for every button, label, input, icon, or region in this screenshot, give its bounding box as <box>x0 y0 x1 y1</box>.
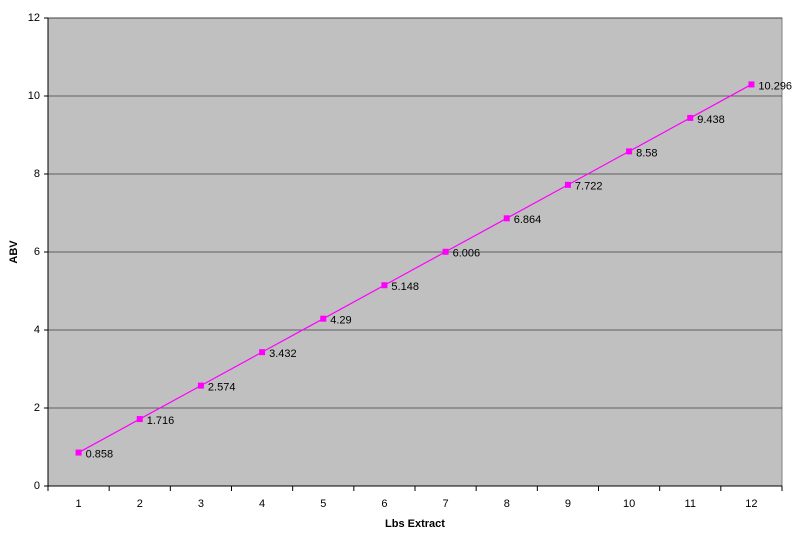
x-tick-label: 8 <box>504 498 510 510</box>
data-point <box>320 315 327 322</box>
x-tick-label: 11 <box>685 498 696 510</box>
x-tick-label: 5 <box>320 498 326 510</box>
data-label: 0.858 <box>86 448 114 460</box>
y-tick-label: 2 <box>34 402 40 414</box>
x-tick-label: 10 <box>623 498 635 510</box>
data-label: 2.574 <box>208 382 236 394</box>
data-point <box>687 114 694 121</box>
data-label: 5.148 <box>391 281 419 293</box>
data-label: 8.58 <box>636 147 657 159</box>
x-tick-label: 1 <box>76 498 82 510</box>
data-label: 6.006 <box>453 248 481 260</box>
y-tick-label: 4 <box>34 324 40 336</box>
data-point <box>197 382 204 389</box>
x-tick-label: 6 <box>381 498 387 510</box>
data-label: 9.438 <box>697 114 725 126</box>
x-tick-label: 4 <box>259 498 265 510</box>
x-tick-label: 2 <box>137 498 143 510</box>
x-tick-label: 3 <box>198 498 204 510</box>
data-point <box>442 248 449 255</box>
data-label: 4.29 <box>330 315 351 327</box>
y-tick-label: 6 <box>34 246 40 258</box>
x-tick-label: 9 <box>565 498 571 510</box>
data-point <box>564 181 571 188</box>
data-point <box>503 215 510 222</box>
x-tick-label: 7 <box>443 498 449 510</box>
data-point <box>381 282 388 289</box>
data-point <box>748 81 755 88</box>
data-point <box>626 148 633 155</box>
data-label: 6.864 <box>514 214 542 226</box>
y-tick-label: 12 <box>28 12 40 24</box>
x-axis-title: Lbs Extract <box>385 518 445 530</box>
data-label: 3.432 <box>269 348 297 360</box>
data-point <box>136 416 143 423</box>
y-tick-label: 0 <box>34 480 40 492</box>
data-label: 10.296 <box>758 80 792 92</box>
data-point <box>259 349 266 356</box>
y-tick-label: 10 <box>28 90 40 102</box>
series-line <box>78 83 752 454</box>
data-label: 1.716 <box>147 415 175 427</box>
y-axis-title: ABV <box>8 240 20 264</box>
data-point <box>75 449 82 456</box>
x-tick-label: 12 <box>745 498 757 510</box>
y-tick-label: 8 <box>34 168 40 180</box>
data-label: 7.722 <box>575 181 603 193</box>
